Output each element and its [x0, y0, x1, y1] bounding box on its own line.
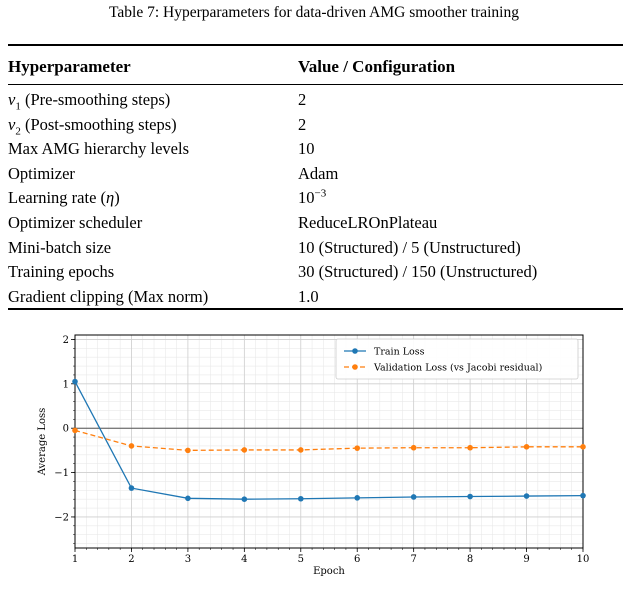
legend-marker [352, 348, 358, 354]
data-point [580, 492, 586, 499]
y-tick-label: −1 [54, 468, 69, 479]
table-row: Learning rate (η) 10−3 [8, 187, 623, 209]
series-line-0 [74, 381, 584, 500]
x-tick-label: 5 [298, 554, 304, 565]
x-tick-label: 4 [241, 554, 247, 565]
legend-box [335, 338, 579, 380]
table-row: Optimizer Adam [8, 163, 623, 185]
value-cell: 1.0 [298, 286, 319, 306]
legend-label: Train Loss [374, 347, 425, 358]
x-tick-label: 1 [72, 554, 78, 565]
series-line-1 [74, 429, 583, 452]
y-tick-label: 1 [63, 379, 69, 390]
data-point [354, 495, 361, 501]
y-tick-label: 0 [63, 424, 69, 435]
data-point [523, 444, 530, 450]
data-point [297, 447, 304, 453]
data-point [467, 493, 473, 500]
value-cell: 2 [298, 90, 307, 109]
data-point [241, 447, 248, 453]
plot-frame [74, 334, 584, 549]
x-tick-label: 8 [467, 554, 473, 565]
param-cell: Gradient clipping (Max norm) [8, 286, 209, 306]
y-tick-label: 2 [63, 335, 69, 346]
table-row: Training epochs 30 (Structured) / 150 (Un… [8, 261, 623, 283]
x-tick-label: 2 [128, 554, 134, 565]
header-value: Value / Configuration [298, 57, 456, 76]
x-tick-label: 9 [523, 554, 529, 565]
data-point [523, 493, 530, 499]
data-point [467, 444, 473, 451]
table-caption: Table 7: Hyperparameters for data-driven… [109, 4, 519, 21]
value-cell: 10 [298, 139, 315, 159]
data-point [410, 494, 417, 500]
table-row: Gradient clipping (Max norm) 1.0 [8, 286, 623, 308]
table-mid-rule [8, 84, 623, 85]
param-cell: Mini-batch size [8, 237, 112, 257]
data-point [185, 495, 191, 502]
loss-figure: 1 2 3 4 5 6 7 8 9 10 2 1 0 −1 −2 Epoch Average Loss Train… [0, 325, 628, 589]
table-row: Optimizer scheduler ReduceLROnPlateau [8, 212, 623, 234]
data-point [580, 444, 586, 450]
legend-label: Validation Loss (vs Jacobi residual) [373, 363, 542, 374]
value-cell: Adam [298, 163, 339, 183]
table-row: ν1 (Pre-smoothing steps) 2 [8, 89, 623, 112]
table-header-row: Hyperparameter Value / Configuration [8, 56, 623, 78]
table-row: Mini-batch size 10 (Structured) / 5 (Unst… [8, 237, 623, 259]
param-cell: Max AMG hierarchy levels [8, 139, 189, 159]
data-point [410, 444, 417, 451]
table-row: Max AMG hierarchy levels 10 [8, 138, 623, 160]
value-cell: ReduceLROnPlateau [298, 213, 438, 232]
value-cell: 10 (Structured) / 5 (Unstructured) [298, 237, 521, 257]
y-axis-label: Average Loss [37, 408, 48, 477]
param-cell: ν2 (Post-smoothing steps) [8, 114, 177, 137]
y-tick-label: −2 [54, 512, 69, 523]
legend-marker [352, 364, 358, 370]
header-hyperparameter: Hyperparameter [8, 57, 131, 76]
x-tick-label: 6 [354, 554, 360, 565]
x-tick-label: 10 [577, 554, 590, 565]
x-tick-label: 3 [185, 554, 191, 565]
param-cell: Training epochs [8, 262, 115, 282]
param-cell: Learning rate (η) [8, 188, 120, 208]
data-point [185, 447, 191, 454]
table-top-rule [8, 44, 623, 46]
value-cell: 10−3 [298, 187, 327, 208]
data-point [354, 445, 361, 451]
data-point [241, 496, 248, 502]
x-axis-label: Epoch [313, 566, 345, 577]
value-cell: 30 (Structured) / 150 (Unstructured) [298, 262, 538, 282]
x-tick-label: 7 [410, 554, 416, 565]
param-cell: ν1 (Pre-smoothing steps) [8, 90, 171, 113]
data-point [128, 443, 135, 449]
param-cell: Optimizer scheduler [8, 213, 143, 232]
data-point [297, 495, 304, 502]
data-point [128, 485, 135, 491]
data-point [72, 378, 78, 385]
param-cell: Optimizer [8, 163, 75, 183]
value-cell: 2 [298, 114, 307, 134]
table-bottom-rule [8, 308, 623, 310]
table-row: ν2 (Post-smoothing steps) 2 [8, 114, 623, 137]
data-point [72, 427, 78, 434]
